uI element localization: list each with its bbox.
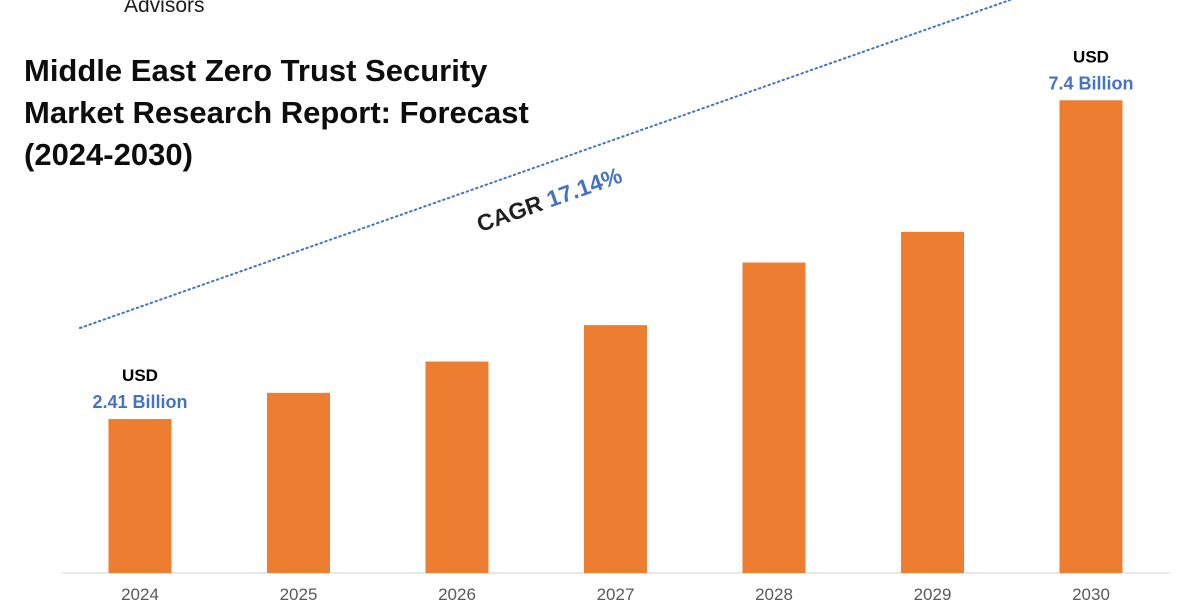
chart-title-line-3: (2024-2030) bbox=[24, 137, 193, 172]
cagr-label: CAGR 17.14% bbox=[473, 162, 625, 237]
cagr-label-text: CAGR bbox=[473, 188, 552, 237]
x-tick-label: 2024 bbox=[121, 585, 159, 600]
bar-2026 bbox=[425, 361, 489, 573]
x-tick-label: 2029 bbox=[914, 585, 952, 600]
cagr-value: 17.14% bbox=[543, 162, 625, 212]
data-label-unit: USD bbox=[1073, 47, 1109, 66]
bar-2029 bbox=[901, 231, 964, 574]
x-tick-label: 2026 bbox=[438, 585, 476, 600]
bar-2030 bbox=[1059, 100, 1123, 573]
data-label-value: 7.4 Billion bbox=[1048, 73, 1133, 93]
data-label-unit: USD bbox=[122, 366, 158, 385]
chart-title-line-2: Market Research Report: Forecast bbox=[24, 95, 529, 130]
x-tick-label: 2030 bbox=[1072, 585, 1110, 600]
chart-title-line-1: Middle East Zero Trust Security bbox=[24, 53, 488, 88]
chart-title: Middle East Zero Trust Security Market R… bbox=[24, 50, 584, 176]
x-tick-label: 2027 bbox=[597, 585, 635, 600]
cagr-trend-line bbox=[79, 0, 1011, 329]
x-tick-label: 2025 bbox=[280, 585, 318, 600]
x-tick-label: 2028 bbox=[755, 585, 793, 600]
bar-2028 bbox=[742, 262, 806, 573]
brand-name: Advisors bbox=[124, 0, 205, 17]
bar-2025 bbox=[267, 392, 330, 573]
data-label-value: 2.41 Billion bbox=[92, 392, 187, 412]
bar-2027 bbox=[584, 325, 647, 573]
bar-2024 bbox=[108, 419, 172, 573]
